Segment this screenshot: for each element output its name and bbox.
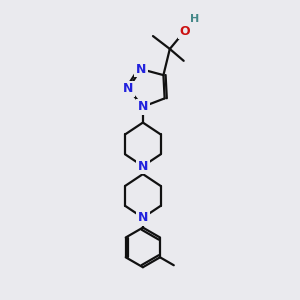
Text: N: N <box>138 211 148 224</box>
Text: N: N <box>136 63 146 76</box>
Text: N: N <box>138 100 148 113</box>
Text: N: N <box>123 82 134 95</box>
Text: N: N <box>138 160 148 173</box>
Text: O: O <box>179 25 190 38</box>
Text: H: H <box>190 14 199 24</box>
